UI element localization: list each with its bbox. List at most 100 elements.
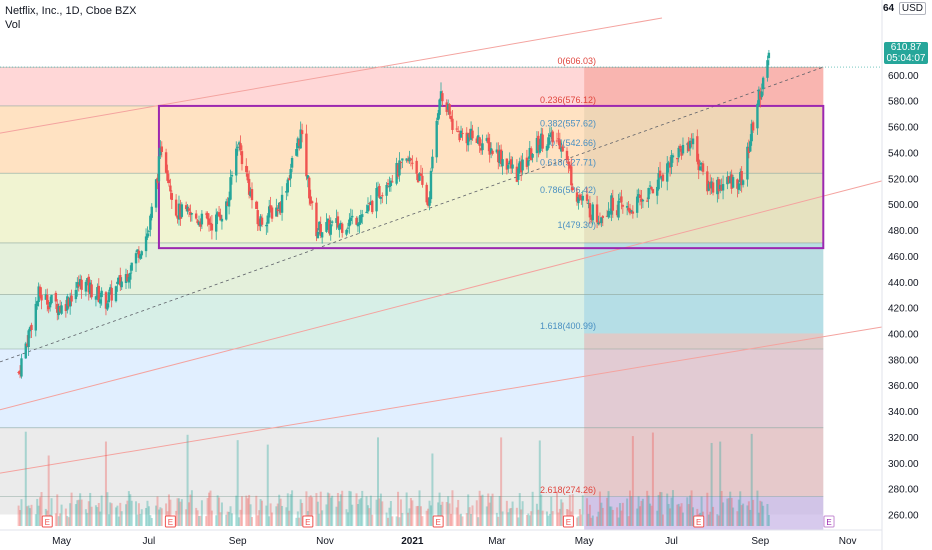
volume-bar [116,505,119,526]
volume-bar [689,495,692,526]
candle-body [140,251,143,256]
volume-bar [727,498,730,526]
last-price-value: 610.87 [890,42,922,53]
candle-body [747,147,751,153]
volume-bar [109,502,112,526]
candle-body [369,201,373,206]
volume-bar [66,515,69,526]
x-tick-label: May [52,536,71,547]
candle-body [240,151,244,165]
volume-bar [706,492,709,526]
volume-bar [266,444,269,526]
candle-body [647,187,650,200]
candle-body [58,307,62,312]
volume-bar [114,507,117,526]
volume-bar [27,505,30,526]
candle-body [206,213,209,220]
candle-body [485,138,489,141]
volume-bar [447,496,450,526]
volume-bar [495,512,498,526]
candle-body [435,120,438,158]
volume-bar [740,505,743,526]
volume-bar [239,509,242,526]
candle-body [396,164,400,177]
candle-body [680,148,683,156]
earnings-marker-label: E [826,518,831,527]
candle-body [750,123,753,142]
volume-bar [381,501,384,526]
volume-bar [99,511,102,526]
candle-body [219,214,222,221]
volume-bar [289,494,292,526]
volume-bar [571,494,574,526]
volume-bar [767,514,770,526]
candle-body [456,131,460,133]
volume-bar [368,508,371,526]
volume-bar [425,510,428,526]
earnings-marker-label: E [168,518,173,527]
volume-bar [225,514,228,526]
candle-body [598,221,602,223]
volume-bar [458,514,461,526]
candle-body [628,208,632,214]
candle-body [197,221,201,226]
volume-bar [258,510,261,526]
volume-bar [275,506,278,526]
candle-body [501,159,504,167]
candle-body [495,149,499,153]
volume-bar [57,516,60,526]
currency-selector[interactable]: 64 USD [883,2,926,15]
candle-body [84,281,88,292]
volume-bar [485,506,488,526]
candle-body [611,197,615,211]
volume-bar [631,436,634,526]
candle-body [286,179,289,193]
candle-body [130,262,133,271]
candle-body [759,91,762,100]
volume-bar [369,495,372,526]
candle-body [124,274,128,283]
candle-body [477,135,480,144]
volume-bar [84,509,87,526]
candle-body [227,197,231,207]
volume-bar [750,433,753,526]
candle-body [89,282,92,294]
volume-bar [309,495,312,526]
candle-body [209,222,212,225]
candle-body [478,137,481,146]
candle-body [530,148,533,160]
volume-bar [606,497,609,526]
candle-body [710,181,713,188]
volume-bar [365,496,368,526]
candle-body [588,203,592,218]
volume-bar [76,500,79,526]
candle-body [278,202,281,209]
candle-body [595,204,599,223]
volume-bar [120,511,123,526]
volume-bar [26,506,29,526]
candle-body [267,206,271,218]
candle-body [216,212,219,217]
volume-bar [77,499,80,526]
volume-bar [74,504,77,526]
candle-body [688,140,692,149]
candle-body [570,166,573,186]
volume-bar [100,495,103,526]
y-tick-label: 320.00 [888,433,919,444]
candle-body [701,163,705,172]
volume-bar [398,517,401,526]
volume-bar [600,502,603,526]
candle-body [120,281,123,288]
candle-body [235,148,238,176]
candle-body [349,217,352,221]
volume-bar [545,511,548,526]
candle-body [561,146,564,152]
candle-body [621,205,625,207]
candle-body [346,227,350,229]
volume-bar [230,513,233,526]
candle-body [80,279,83,290]
volume-bar [429,505,432,526]
channel-line-top [0,17,663,134]
candle-body [229,177,232,200]
